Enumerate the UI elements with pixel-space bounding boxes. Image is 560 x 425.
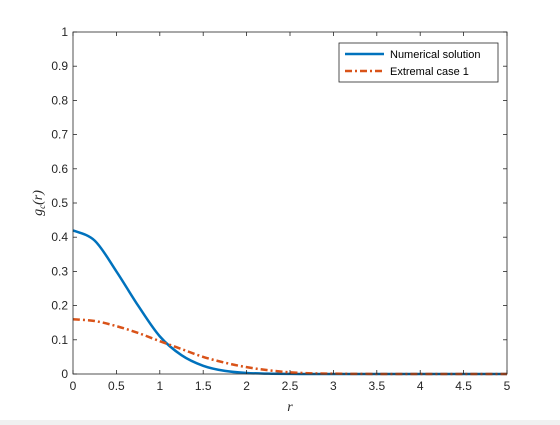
svg-text:gc(r): gc(r) [31, 190, 47, 216]
x-tick-label: 0.5 [108, 379, 125, 393]
x-tick-label: 1 [156, 379, 163, 393]
x-tick-label: 0 [70, 379, 77, 393]
x-tick-label: 1.5 [195, 379, 212, 393]
y-tick-label: 0 [61, 367, 68, 381]
y-tick-label: 0.6 [51, 162, 68, 176]
y-tick-label: 0.7 [51, 128, 68, 142]
x-axis-label: r [287, 400, 293, 415]
legend-box [338, 42, 499, 83]
y-tick-label: 1 [61, 25, 68, 39]
y-tick-label: 0.8 [51, 93, 68, 107]
legend-label-numerical: Numerical solution [390, 49, 480, 61]
y-axis-label-arg: (r) [31, 190, 46, 205]
x-tick-label: 4 [417, 379, 424, 393]
plot-area [73, 32, 507, 374]
x-tick-label: 3.5 [368, 379, 385, 393]
legend-label-extremal: Extremal case 1 [390, 66, 469, 78]
series-line-1 [72, 318, 508, 376]
y-tick-label: 0.9 [51, 59, 68, 73]
legend: Numerical solution Extremal case 1 [338, 42, 499, 83]
plot-frame [72, 31, 508, 375]
y-tick-label: 0.1 [51, 333, 68, 347]
y-tick-label: 0.5 [51, 196, 68, 210]
y-axis-label-sub: c [37, 205, 47, 209]
y-tick-label: 0.2 [51, 299, 68, 313]
x-tick-label: 4.5 [455, 379, 472, 393]
x-tick-label: 3 [330, 379, 337, 393]
y-tick-label: 0.4 [51, 230, 68, 244]
y-axis-label: gc(r) [31, 190, 47, 216]
y-axis-label-main: g [31, 209, 46, 216]
ticks-layer: 0 0.5 1 1.5 2 2.5 3 3.5 4 4.5 5 0 0.1 0.2 0.3 0.4 0.5 0.6… [51, 25, 510, 393]
x-tick-label: 2.5 [282, 379, 299, 393]
x-tick-label: 2 [243, 379, 250, 393]
x-tick-label: 5 [504, 379, 511, 393]
y-tick-label: 0.3 [51, 264, 68, 278]
